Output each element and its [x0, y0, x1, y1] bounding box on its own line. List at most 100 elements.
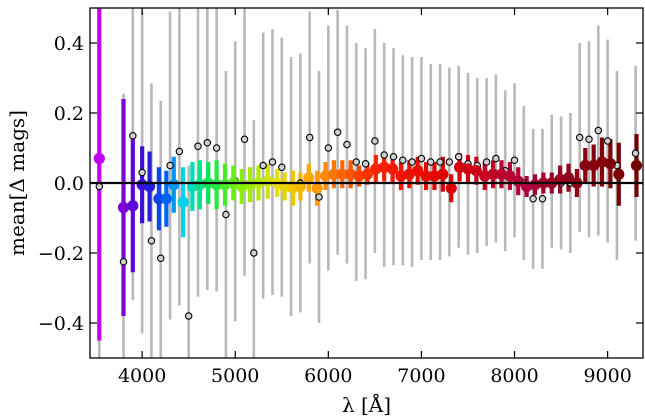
- measured-point: [328, 168, 340, 180]
- reference-point: [408, 158, 416, 166]
- reference-point: [184, 312, 193, 320]
- reference-point: [585, 135, 593, 144]
- measured-point: [311, 182, 323, 194]
- measured-point: [420, 170, 432, 182]
- x-tick-label: 9000: [583, 365, 631, 387]
- x-tick-label: 4000: [118, 365, 166, 387]
- reference-point: [445, 158, 454, 166]
- reference-point: [417, 154, 426, 163]
- reference-point: [361, 160, 370, 168]
- reference-point: [166, 161, 174, 170]
- x-tick-label: 7000: [397, 365, 445, 387]
- y-axis-label: mean[Δ mags]: [5, 110, 29, 256]
- reference-point: [194, 142, 202, 151]
- reference-point: [240, 135, 249, 144]
- measured-point: [504, 170, 516, 182]
- x-tick-label: 5000: [211, 365, 259, 387]
- measured-point: [613, 168, 625, 180]
- measured-point: [437, 168, 449, 180]
- measured-point: [177, 196, 189, 208]
- measured-point: [579, 159, 591, 172]
- reference-point: [138, 168, 146, 177]
- measured-point: [386, 163, 399, 175]
- reference-point: [482, 158, 491, 166]
- reference-point: [603, 137, 612, 145]
- measured-point: [160, 193, 172, 205]
- reference-point: [538, 195, 547, 203]
- reference-point: [333, 128, 342, 137]
- measured-point: [453, 161, 466, 173]
- measured-point: [445, 182, 457, 194]
- measured-point: [361, 168, 374, 180]
- measured-point: [588, 159, 600, 172]
- y-tick-label: 0.0: [54, 173, 84, 195]
- reference-point: [575, 133, 584, 142]
- reference-point: [324, 144, 333, 152]
- measured-point: [319, 170, 332, 182]
- measured-point: [604, 158, 617, 170]
- measured-point: [428, 170, 441, 182]
- axes-frame: [89, 7, 644, 359]
- reference-point: [222, 210, 230, 219]
- reference-point: [212, 144, 221, 152]
- reference-point: [305, 133, 314, 142]
- measured-point: [412, 165, 424, 177]
- reference-point: [259, 161, 267, 170]
- measured-point: [479, 170, 491, 182]
- y-tick-label: −0.2: [38, 243, 84, 265]
- reference-point: [426, 158, 435, 166]
- measured-point: [262, 175, 274, 187]
- reference-point: [278, 163, 286, 172]
- measured-point: [495, 168, 508, 180]
- reference-point: [315, 193, 323, 201]
- reference-point: [492, 154, 500, 163]
- measured-point: [487, 168, 499, 180]
- reference-point: [380, 151, 388, 159]
- measured-point: [630, 159, 643, 172]
- reference-point: [399, 156, 407, 165]
- measured-point: [462, 163, 474, 175]
- reference-point: [436, 158, 444, 166]
- reference-point: [594, 126, 603, 135]
- measured-point: [345, 168, 357, 180]
- reference-point: [389, 153, 398, 161]
- reference-point: [175, 147, 184, 156]
- measured-point: [562, 172, 575, 184]
- reference-point: [95, 182, 104, 191]
- y-tick-label: −0.4: [38, 313, 84, 335]
- x-tick-label: 8000: [490, 365, 538, 387]
- reference-point: [529, 195, 537, 203]
- measured-point: [336, 168, 348, 180]
- reference-point: [268, 158, 277, 166]
- measured-point: [117, 201, 130, 214]
- reference-point: [250, 249, 258, 257]
- measured-point: [353, 170, 365, 182]
- plot-area: [93, 8, 643, 358]
- reference-point: [157, 254, 165, 263]
- measured-point: [470, 165, 482, 177]
- axis-ticks: 4000 5000 6000 7000 8000 9000 −0.4 −0.2 0.0 0.2 0.…: [38, 8, 643, 387]
- measured-point: [395, 170, 407, 182]
- reference-point: [147, 237, 156, 245]
- x-tick-label: 6000: [304, 365, 352, 387]
- reference-point: [343, 140, 351, 149]
- reference-point: [119, 257, 128, 266]
- reference-point: [203, 139, 212, 147]
- reference-point: [129, 132, 137, 140]
- reference-point: [352, 158, 361, 166]
- measured-point: [370, 163, 382, 175]
- measured-point: [127, 200, 139, 212]
- reference-point: [631, 149, 640, 158]
- x-axis-label: λ [Å]: [342, 392, 391, 417]
- reference-point: [510, 156, 519, 165]
- measured-point: [168, 179, 180, 191]
- measured-point: [303, 172, 315, 184]
- measured-point: [403, 168, 415, 180]
- measured-point: [93, 152, 105, 165]
- measured-point: [378, 161, 390, 173]
- y-tick-label: 0.2: [54, 103, 84, 125]
- reference-point: [454, 153, 463, 161]
- measured-point: [596, 156, 608, 168]
